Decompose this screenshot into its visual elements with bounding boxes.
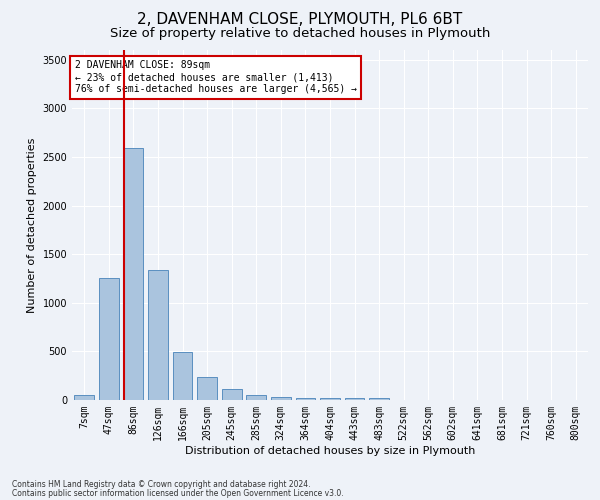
Bar xyxy=(271,397,290,400)
Bar xyxy=(247,394,266,400)
Bar xyxy=(148,270,168,400)
Text: Contains HM Land Registry data © Crown copyright and database right 2024.: Contains HM Land Registry data © Crown c… xyxy=(12,480,311,489)
Bar xyxy=(320,398,340,400)
Bar xyxy=(370,398,389,400)
Y-axis label: Number of detached properties: Number of detached properties xyxy=(27,138,37,312)
Text: 2, DAVENHAM CLOSE, PLYMOUTH, PL6 6BT: 2, DAVENHAM CLOSE, PLYMOUTH, PL6 6BT xyxy=(137,12,463,28)
Bar xyxy=(74,395,94,400)
Bar xyxy=(124,148,143,400)
Bar xyxy=(173,352,193,400)
Text: Contains public sector information licensed under the Open Government Licence v3: Contains public sector information licen… xyxy=(12,488,344,498)
Bar xyxy=(345,398,364,400)
Bar xyxy=(296,398,315,400)
Bar xyxy=(222,389,242,400)
Bar xyxy=(197,377,217,400)
Bar xyxy=(99,278,119,400)
Text: 2 DAVENHAM CLOSE: 89sqm
← 23% of detached houses are smaller (1,413)
76% of semi: 2 DAVENHAM CLOSE: 89sqm ← 23% of detache… xyxy=(74,60,356,94)
Text: Size of property relative to detached houses in Plymouth: Size of property relative to detached ho… xyxy=(110,28,490,40)
X-axis label: Distribution of detached houses by size in Plymouth: Distribution of detached houses by size … xyxy=(185,446,475,456)
